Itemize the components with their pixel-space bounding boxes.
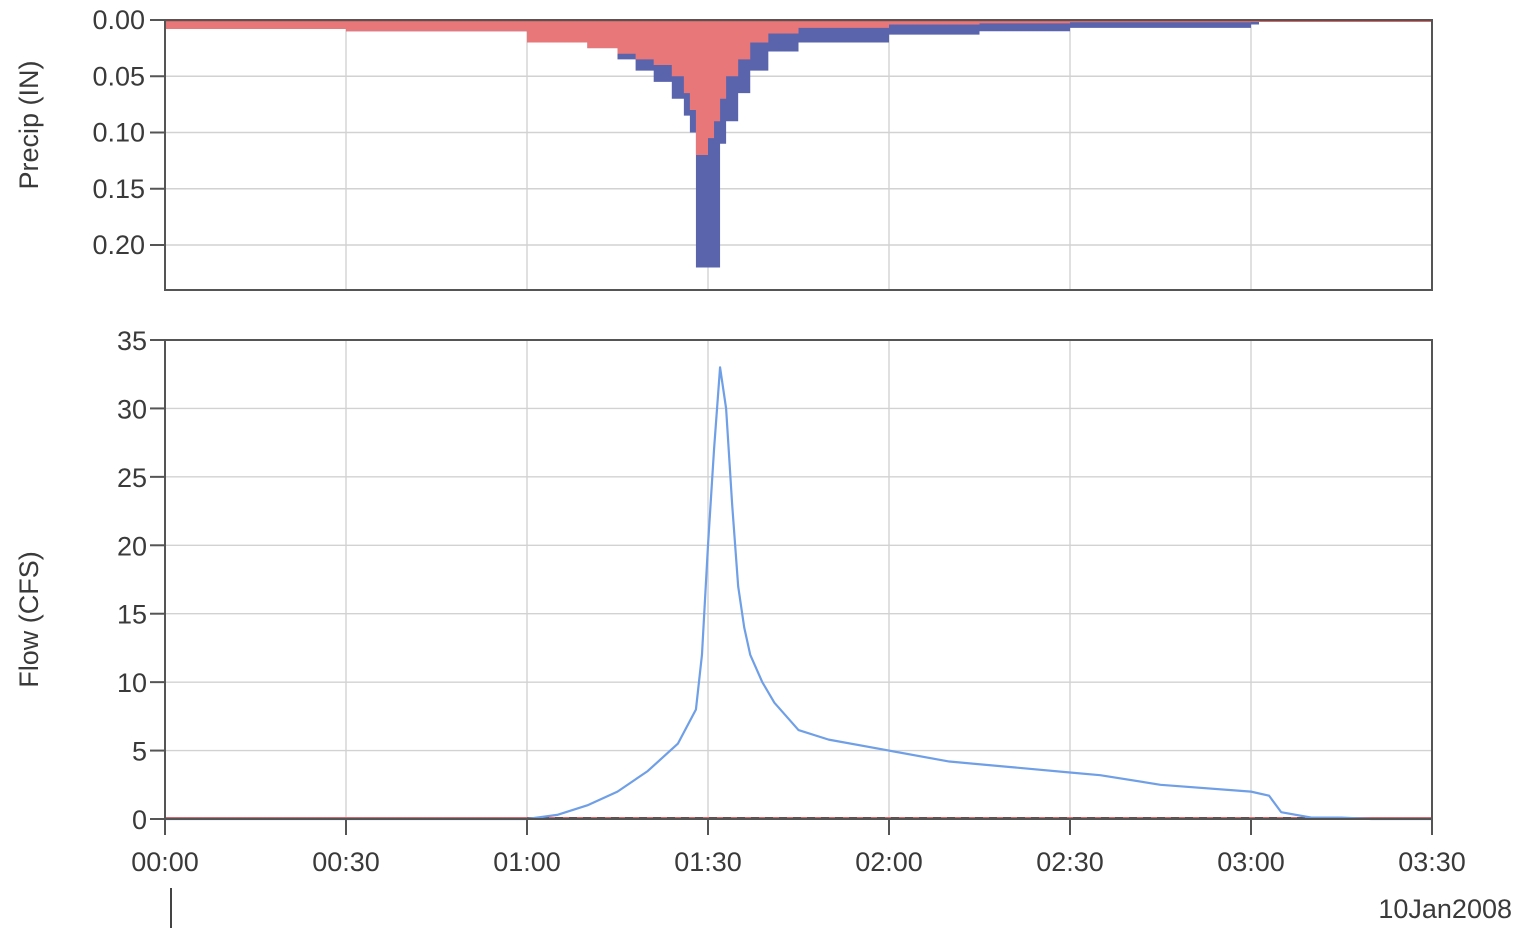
precip-series-excess <box>165 20 1259 155</box>
flow-xtick-label: 02:30 <box>1036 847 1104 877</box>
precip-chart: 0.00 0.05 0.10 0.15 0.20 Precip (IN) <box>14 5 1433 291</box>
flow-ytick-label: 0 <box>132 805 147 835</box>
precip-gridlines <box>164 19 1433 290</box>
flow-xtick-label: 02:00 <box>855 847 923 877</box>
date-label: 10Jan2008 <box>1378 894 1512 924</box>
flow-ytick-label: 25 <box>117 463 147 493</box>
flow-xtick-label: 00:30 <box>312 847 380 877</box>
flow-xtick-label: 01:30 <box>674 847 742 877</box>
flow-axis-title: Flow (CFS) <box>14 551 44 688</box>
flow-chart: 0 5 10 15 20 25 30 35 00:00 00:30 01:00 01:30 02:00… <box>14 326 1512 928</box>
precip-y-ticks: 0.00 0.05 0.10 0.15 0.20 <box>92 5 165 260</box>
flow-ytick-label: 30 <box>117 394 147 424</box>
precip-ytick-label: 0.20 <box>92 230 145 260</box>
flow-ytick-label: 15 <box>117 600 147 630</box>
precip-ytick-label: 0.15 <box>92 174 145 204</box>
flow-ytick-label: 5 <box>132 737 147 767</box>
precip-ytick-label: 0.00 <box>92 5 145 35</box>
precip-ytick-label: 0.05 <box>92 61 145 91</box>
flow-x-ticks: 00:00 00:30 01:00 01:30 02:00 02:30 03:00 03:30 <box>131 819 1466 877</box>
flow-xtick-label: 03:00 <box>1217 847 1285 877</box>
flow-ytick-label: 35 <box>117 326 147 356</box>
flow-ytick-label: 10 <box>117 668 147 698</box>
flow-xtick-label: 01:00 <box>493 847 561 877</box>
precip-plot-frame <box>164 19 1433 291</box>
flow-ytick-label: 20 <box>117 531 147 561</box>
flow-xtick-label: 00:00 <box>131 847 199 877</box>
precip-series-loss <box>165 20 1259 268</box>
flow-plot-frame <box>164 339 1433 820</box>
precip-axis-title: Precip (IN) <box>14 60 44 189</box>
flow-series-computed <box>165 366 1432 821</box>
flow-gridlines <box>164 339 1433 820</box>
flow-y-ticks: 0 5 10 15 20 25 30 35 <box>117 326 165 835</box>
flow-xtick-label: 03:30 <box>1398 847 1466 877</box>
precip-areas <box>165 20 1432 268</box>
precip-ytick-label: 0.10 <box>92 118 145 148</box>
